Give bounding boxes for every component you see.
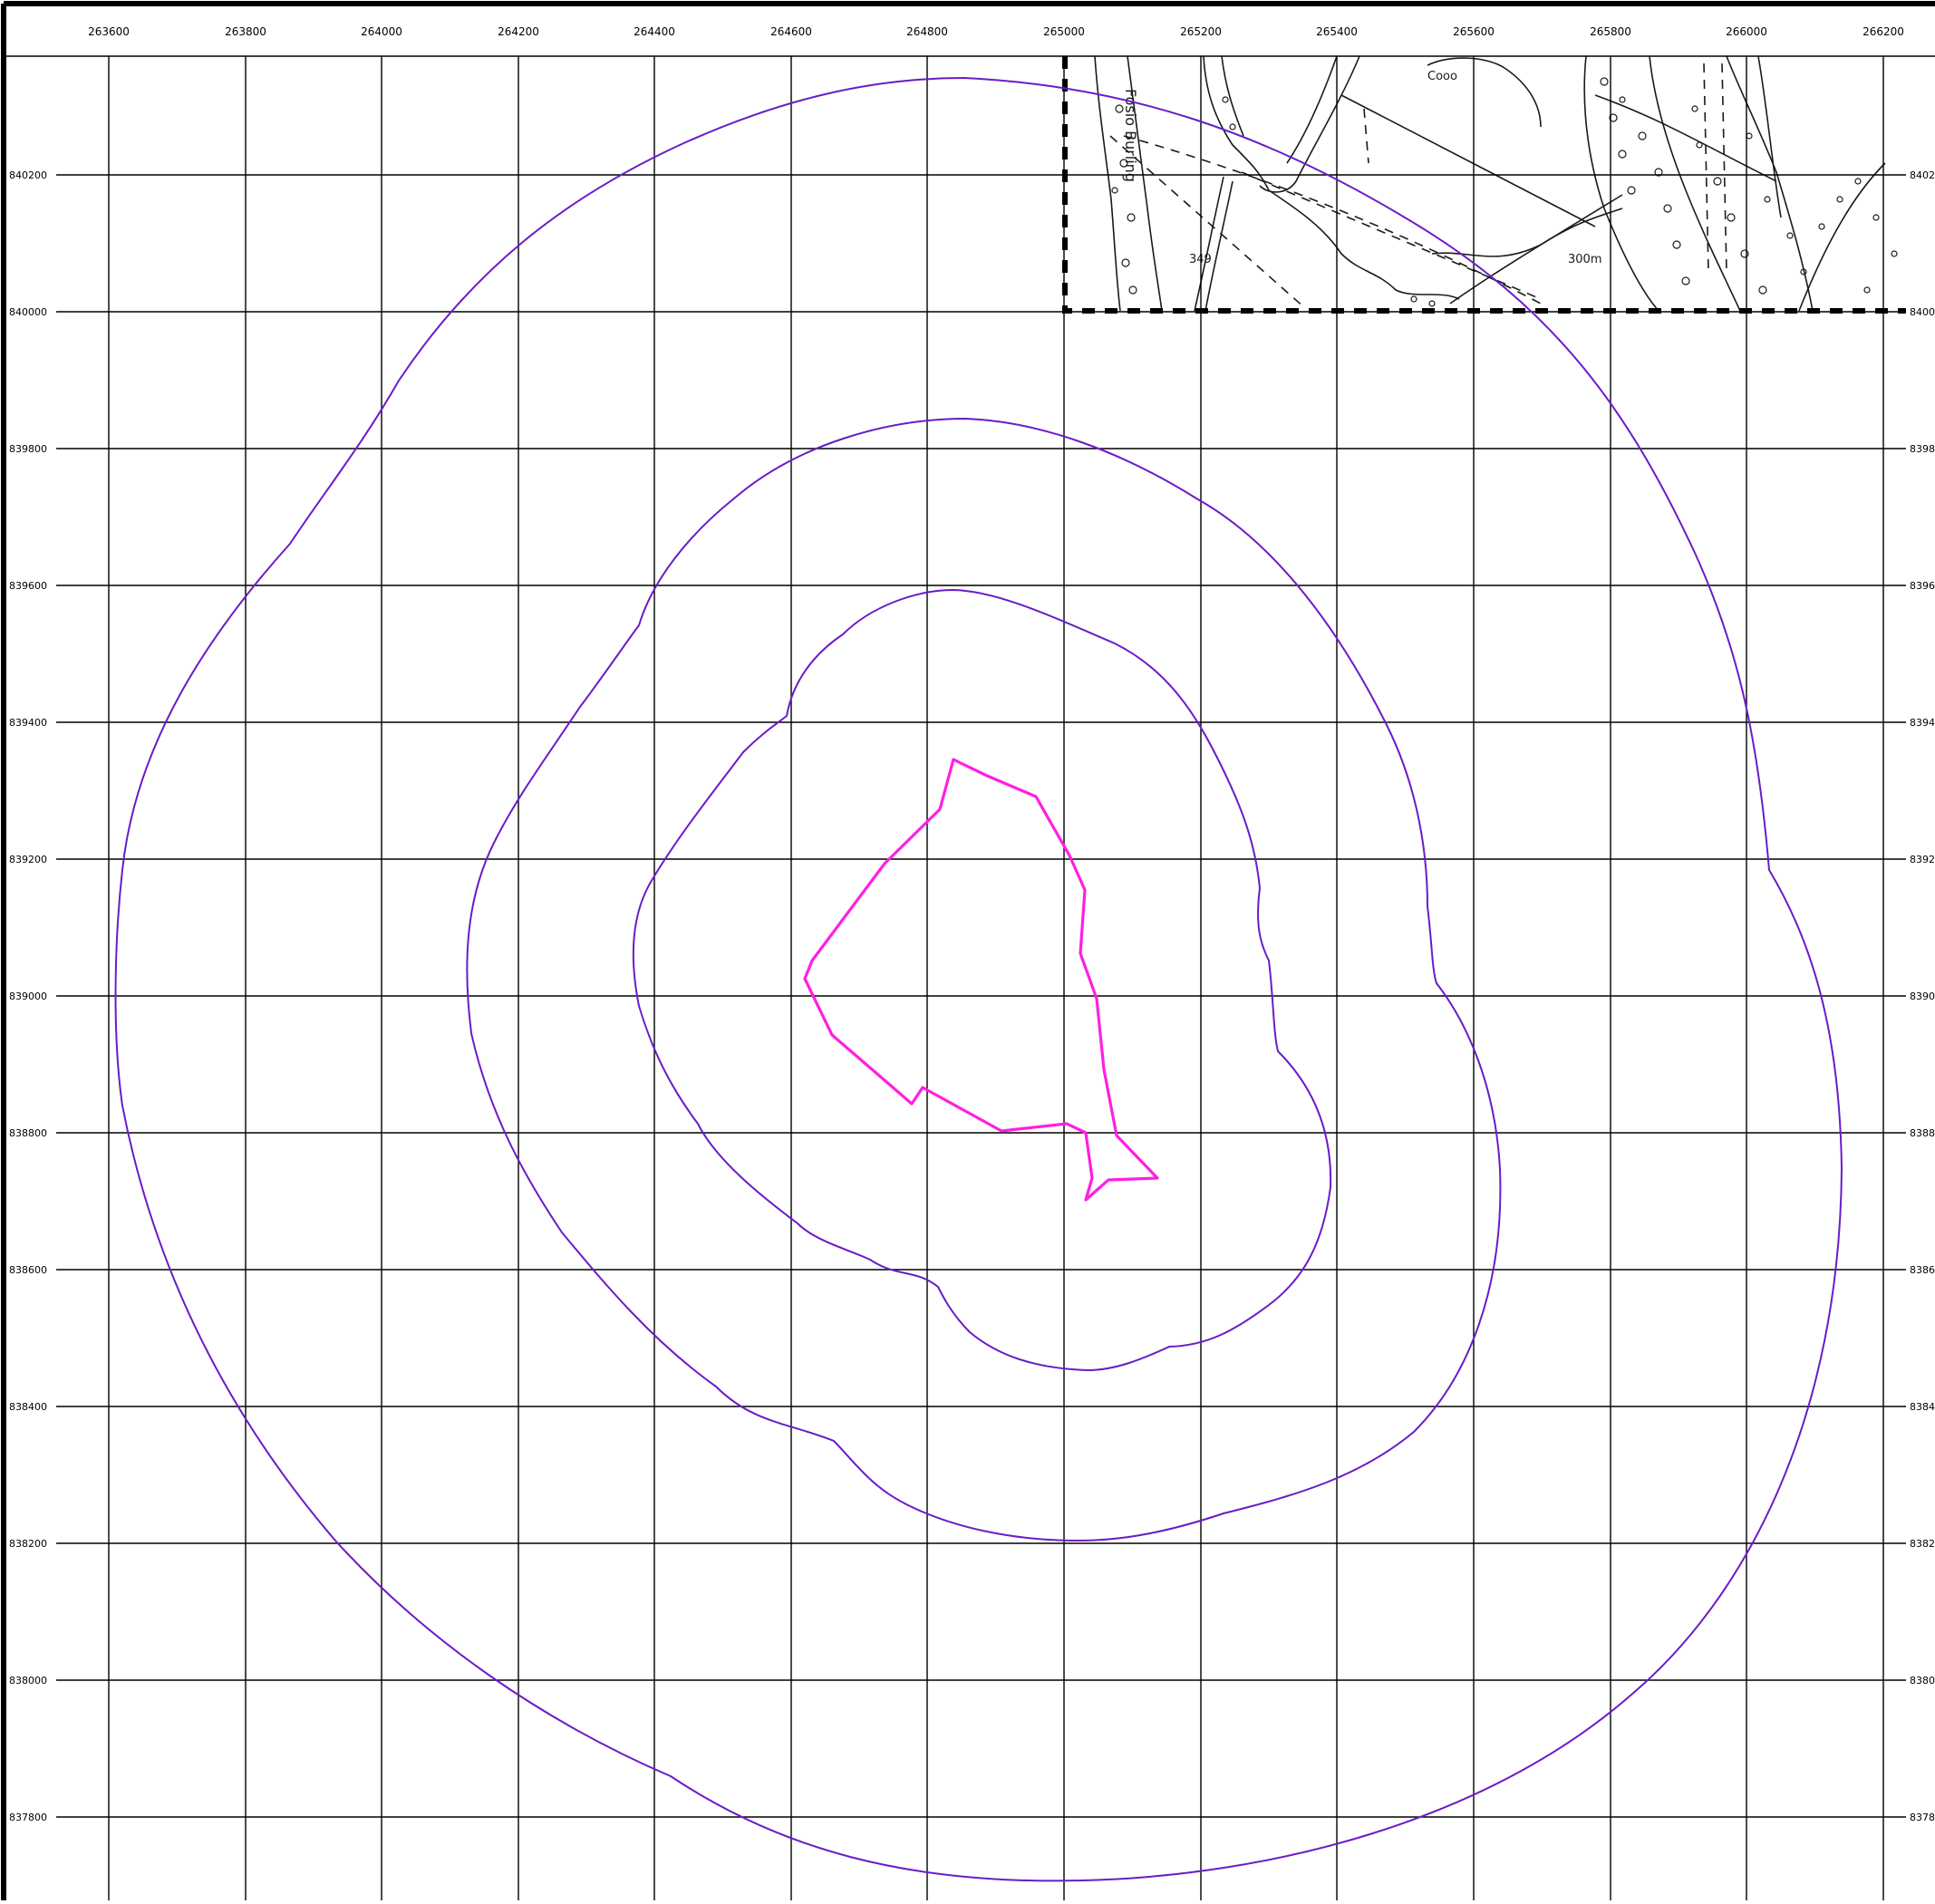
road-line [1286, 55, 1338, 164]
top-tick-label: 266200 [1862, 25, 1904, 38]
inset-topo-map: Fosio Burling 349 Cooo 300m [1062, 55, 1906, 314]
road-line [1340, 94, 1596, 227]
right-tick-label: 8396 [1910, 580, 1935, 592]
top-tick-label: 265400 [1316, 25, 1358, 38]
contour-value-label: Cooo [1427, 70, 1457, 83]
top-tick-label: 265600 [1453, 25, 1495, 38]
top-tick-label: 265800 [1590, 25, 1631, 38]
left-tick-label: 838400 [9, 1401, 47, 1413]
track-line [1194, 176, 1224, 312]
contour-line [1449, 194, 1623, 304]
dashed-path [1721, 63, 1727, 273]
top-tick-label: 264000 [361, 25, 402, 38]
left-tick-label: 839400 [9, 717, 47, 729]
left-tick-label: 839600 [9, 580, 47, 592]
top-axis-labels: 263600 263800 264000 264200 264400 26460… [88, 25, 1904, 38]
buffer-ring-inner [632, 588, 1332, 1372]
left-tick-label: 838000 [9, 1675, 47, 1687]
top-tick-label: 264600 [770, 25, 812, 38]
right-tick-label: 8392 [1910, 854, 1935, 865]
inset-background [1065, 56, 1906, 311]
road-line [1259, 55, 1360, 193]
dashed-path [1109, 135, 1306, 309]
left-tick-label: 840200 [9, 169, 47, 181]
stream-bank-line [1127, 55, 1163, 312]
contour-line [1427, 57, 1542, 128]
ridge-line [1649, 55, 1741, 312]
inset-border-line [1062, 56, 1906, 314]
left-tick-label: 840000 [9, 306, 47, 318]
right-tick-label: 8390 [1910, 991, 1935, 1002]
right-tick-label: 8378 [1910, 1812, 1935, 1823]
right-tick-label: 8382 [1910, 1538, 1935, 1550]
ridge-line [1757, 55, 1782, 218]
buffer-contours [114, 76, 1843, 1882]
left-tick-label: 838800 [9, 1127, 47, 1139]
ridge-line [1583, 55, 1659, 312]
grid-lines [56, 56, 1906, 1900]
dashed-path [1703, 63, 1709, 273]
top-tick-label: 264200 [498, 25, 539, 38]
top-tick-label: 263800 [225, 25, 266, 38]
creek-line [1268, 189, 1460, 300]
inset-border [1062, 56, 1906, 314]
right-tick-label: 8402 [1910, 169, 1935, 181]
stream-name-label: Fosio Burling [1122, 89, 1139, 182]
left-tick-label: 838600 [9, 1264, 47, 1276]
top-tick-label: 265000 [1043, 25, 1085, 38]
right-axis-labels: 8402 8400 8398 8396 8394 8392 8390 8388 … [1910, 169, 1935, 1823]
left-tick-label: 839800 [9, 443, 47, 455]
top-tick-label: 265200 [1180, 25, 1222, 38]
site-boundary [803, 758, 1159, 1202]
road-line [1594, 94, 1777, 182]
left-tick-label: 837800 [9, 1812, 47, 1823]
vegetation-symbols [1111, 77, 1898, 307]
top-tick-label: 264800 [906, 25, 948, 38]
top-tick-label: 263600 [88, 25, 130, 38]
right-tick-label: 8398 [1910, 443, 1935, 455]
right-tick-label: 8384 [1910, 1401, 1935, 1413]
track-line [1205, 180, 1234, 312]
right-tick-label: 8386 [1910, 1264, 1935, 1276]
right-tick-label: 8388 [1910, 1127, 1935, 1139]
top-tick-label: 266000 [1726, 25, 1767, 38]
right-tick-label: 8394 [1910, 717, 1935, 729]
site-boundary-polygon [803, 758, 1159, 1202]
dashed-path [1241, 171, 1542, 300]
road-line [1221, 55, 1244, 137]
ridge-line [1798, 162, 1886, 312]
dashed-path [1123, 135, 1542, 304]
right-tick-label: 8400 [1910, 306, 1935, 318]
stream-bank-line [1094, 55, 1121, 312]
left-tick-label: 839200 [9, 854, 47, 865]
buffer-ring-outer [114, 76, 1843, 1882]
left-tick-label: 838200 [9, 1538, 47, 1550]
buffer-ring-middle [466, 417, 1502, 1542]
left-tick-label: 839000 [9, 991, 47, 1002]
right-tick-label: 8380 [1910, 1675, 1935, 1687]
contour-value-label: 300m [1568, 253, 1601, 266]
inset-text: Fosio Burling 349 Cooo 300m [1122, 70, 1601, 266]
top-tick-label: 264400 [634, 25, 675, 38]
left-axis-labels: 840200 840000 839800 839600 839400 83920… [9, 169, 47, 1823]
inset-dashed-paths [1109, 63, 1727, 309]
